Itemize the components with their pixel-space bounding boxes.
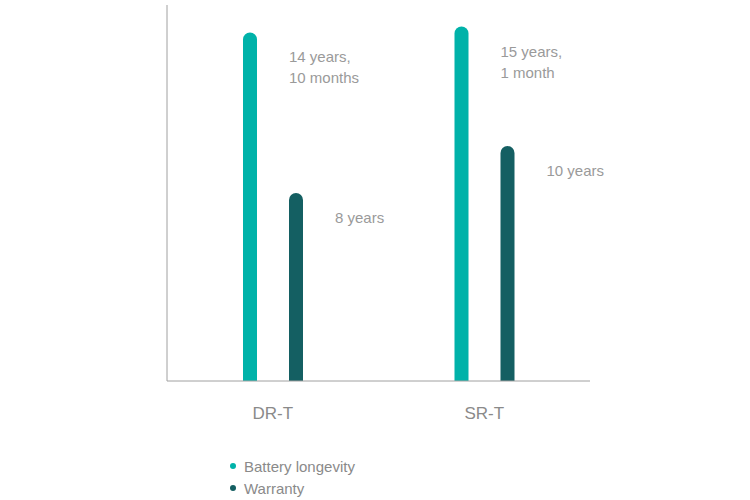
- html-text:Warranty: Warranty: [244, 479, 305, 497]
- svg-text:14 years,10 months: 14 years,10 months: [289, 48, 359, 86]
- svg-text:8 years: 8 years: [335, 209, 384, 226]
- svg-text:SR-T: SR-T: [464, 404, 504, 423]
- svg-text:15 years,1 month: 15 years,1 month: [501, 43, 563, 81]
- svg-text:DR-T: DR-T: [252, 404, 293, 423]
- svg-text:10 years: 10 years: [547, 162, 605, 179]
- html-text:Battery longevity: Battery longevity: [244, 457, 355, 475]
